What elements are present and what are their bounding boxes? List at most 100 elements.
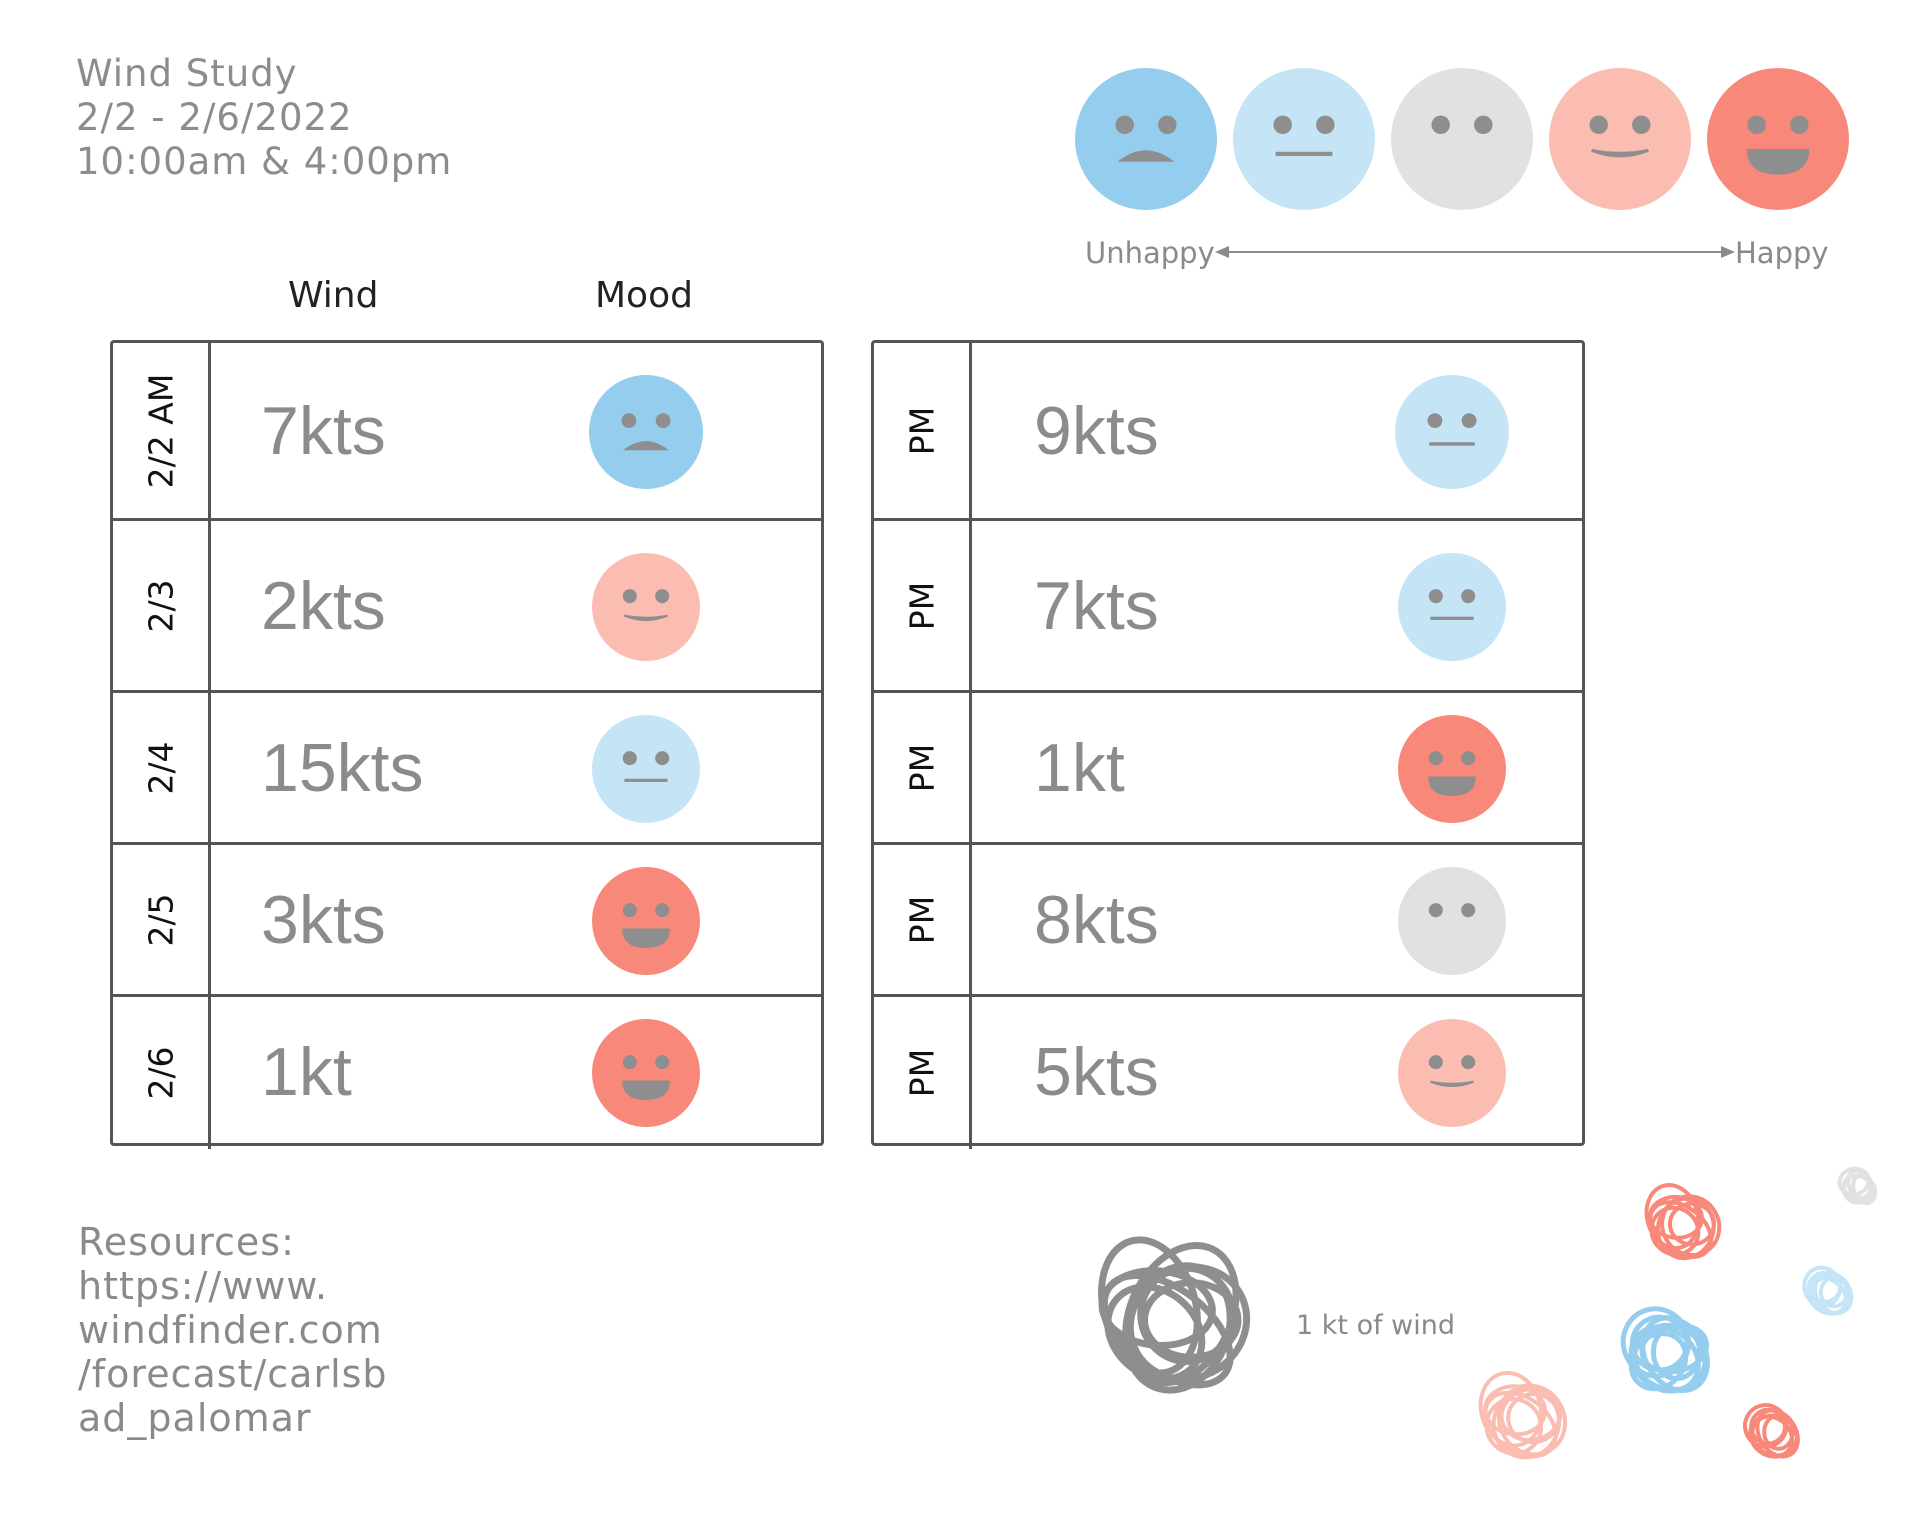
scribble-blank	[1837, 1166, 1878, 1206]
scribble-loop	[1499, 1387, 1563, 1443]
row-label: 2/4	[141, 740, 180, 795]
neutral-face-icon	[592, 715, 700, 823]
scribble-loop	[1749, 1407, 1787, 1446]
mood-face	[1395, 375, 1509, 493]
happy-face-icon	[592, 1019, 700, 1127]
mood-face	[1398, 867, 1506, 979]
scribble-happy-large	[1644, 1183, 1722, 1261]
legend-face-sad	[1075, 68, 1217, 214]
legend-face-content	[1549, 68, 1691, 214]
row-label-cell: 2/4	[113, 693, 211, 842]
mood-face	[589, 375, 703, 493]
row-label: 2/5	[141, 892, 180, 947]
table-row: PM 5kts	[874, 997, 1582, 1149]
wind-value: 7kts	[1034, 568, 1159, 644]
row-label-cell: PM	[874, 521, 972, 690]
decorative-wind-scribbles	[1478, 1166, 1878, 1460]
mood-legend: Unhappy Happy	[1075, 68, 1875, 288]
table-row: PM 1kt	[874, 693, 1582, 845]
scribble-loop	[1648, 1195, 1704, 1240]
row-label-cell: PM	[874, 845, 972, 994]
unhappy-happy-arrow-icon	[1215, 246, 1735, 258]
scribble-key-label: 1 kt of wind	[1296, 1310, 1456, 1341]
scribble-loop	[1628, 1330, 1689, 1392]
mood-face	[592, 715, 700, 827]
scribble-loop	[1137, 1264, 1237, 1366]
scribble-loop	[1104, 1283, 1206, 1383]
title-block: Wind Study 2/2 - 2/6/2022 10:00am & 4:00…	[76, 52, 452, 184]
page-title: Wind Study	[76, 52, 298, 95]
sad-face-icon	[1075, 68, 1217, 210]
key-scribble	[1098, 1236, 1251, 1394]
table-row: 2/6 1kt	[113, 997, 821, 1149]
resources-line: /forecast/carlsb	[78, 1352, 388, 1396]
pm-table: PM 9kts PM 7kts PM 1kt PM 8kts PM 5kts	[871, 340, 1585, 1149]
wind-value: 1kt	[1034, 730, 1125, 806]
resources-heading: Resources:	[78, 1220, 295, 1264]
table-row: 2/5 3kts	[113, 845, 821, 997]
time-range: 10:00am & 4:00pm	[76, 140, 453, 183]
legend-face-neutral	[1233, 68, 1375, 214]
resources-line: ad_palomar	[78, 1396, 312, 1440]
scribble-content	[1478, 1370, 1568, 1460]
row-label-cell: 2/3	[113, 521, 211, 690]
happy-face-icon	[592, 867, 700, 975]
mood-face	[1398, 1019, 1506, 1131]
content-face-icon	[1549, 68, 1691, 210]
resources: Resources: https://www. windfinder.com /…	[78, 1220, 388, 1440]
sad-face-icon	[589, 375, 703, 489]
row-label: PM	[902, 895, 941, 944]
row-label-cell: PM	[874, 343, 972, 518]
date-range: 2/2 - 2/6/2022	[76, 96, 353, 139]
happy-face-icon	[1398, 715, 1506, 823]
scribble-loop	[1660, 1194, 1722, 1258]
row-label: PM	[902, 581, 941, 630]
row-label: 2/3	[141, 578, 180, 633]
scribble-loop	[1484, 1397, 1544, 1456]
row-label: PM	[902, 406, 941, 455]
wind-value: 15kts	[261, 730, 424, 806]
content-face-icon	[592, 553, 700, 661]
mood-face	[1398, 715, 1506, 827]
scribble-loop	[1846, 1168, 1877, 1206]
blank-face-icon	[1391, 68, 1533, 210]
mood-face	[1398, 553, 1506, 665]
wind-value: 7kts	[261, 393, 386, 469]
scribble-loop	[1639, 1322, 1710, 1375]
row-label: 2/2 AM	[141, 373, 180, 488]
table-row: PM 8kts	[874, 845, 1582, 997]
unhappy-label: Unhappy	[1085, 236, 1215, 270]
table-row: 2/4 15kts	[113, 693, 821, 845]
scribble-sad	[1620, 1306, 1710, 1394]
am-table: 2/2 AM 7kts 2/3 2kts 2/4 15kts 2/5 3kts 2/6 1kt	[110, 340, 824, 1149]
scribble-happy-small	[1742, 1403, 1800, 1459]
table-row: PM 7kts	[874, 521, 1582, 693]
row-label-cell: 2/6	[113, 997, 211, 1149]
scribble-neutral-small	[1802, 1265, 1854, 1316]
row-label: PM	[902, 743, 941, 792]
legend-faces	[1075, 68, 1849, 214]
mood-face	[592, 867, 700, 979]
happy-face-icon	[1707, 68, 1849, 210]
scribble-loop	[1122, 1242, 1240, 1387]
mood-face	[592, 1019, 700, 1131]
table-row: 2/3 2kts	[113, 521, 821, 693]
wind-column-header: Wind	[288, 275, 379, 316]
neutral-face-icon	[1395, 375, 1509, 489]
row-label-cell: PM	[874, 693, 972, 842]
wind-value: 3kts	[261, 882, 386, 958]
row-label-cell: 2/5	[113, 845, 211, 994]
resources-line: https://www.	[78, 1264, 329, 1308]
wind-scribble-key-icon	[1098, 1236, 1251, 1394]
scribble-loop	[1649, 1205, 1701, 1257]
row-label-cell: PM	[874, 997, 972, 1149]
legend-face-happy	[1707, 68, 1849, 214]
wind-value: 2kts	[261, 568, 386, 644]
content-face-icon	[1398, 1019, 1506, 1127]
row-label: 2/6	[141, 1046, 180, 1100]
wind-value: 5kts	[1034, 1034, 1159, 1110]
table-row: PM 9kts	[874, 343, 1582, 521]
wind-value: 1kt	[261, 1034, 352, 1110]
table-row: 2/2 AM 7kts	[113, 343, 821, 521]
scribble-loop	[1478, 1370, 1544, 1448]
